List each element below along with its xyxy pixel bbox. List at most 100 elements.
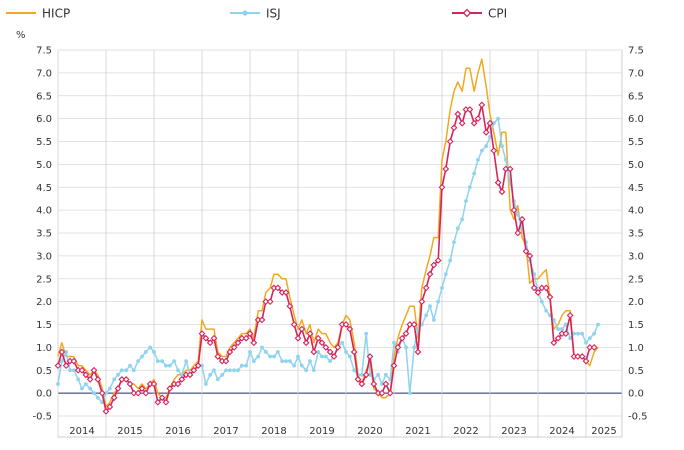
y-tick-label-left: 3.0 [36, 251, 52, 262]
data-point-isj [491, 121, 496, 126]
data-point-isj [467, 185, 472, 190]
data-point-isj [224, 368, 228, 373]
data-point-isj [568, 336, 573, 341]
data-point-isj [304, 368, 309, 373]
y-tick-label-right: 4.5 [628, 183, 644, 194]
data-point-isj [448, 258, 453, 263]
data-point-isj [104, 391, 108, 396]
y-tick-label-right: 2.5 [628, 274, 644, 285]
grid-lines [57, 49, 623, 438]
x-tick-label: 2014 [69, 426, 94, 437]
data-point-cpi [298, 325, 306, 333]
data-point-cpi [242, 334, 250, 342]
data-point-cpi [234, 339, 242, 347]
data-point-cpi [366, 353, 374, 360]
x-tick-label: 2023 [501, 426, 526, 437]
y-tick-label-right: 5.0 [628, 160, 644, 171]
data-point-isj [460, 217, 465, 222]
data-point-isj [184, 359, 189, 363]
data-point-isj [311, 368, 316, 373]
data-point-cpi [90, 366, 98, 374]
data-point-cpi [134, 389, 142, 397]
data-point-isj [143, 350, 148, 354]
data-point-isj [275, 350, 280, 354]
data-point-isj [260, 345, 264, 350]
x-tick-label: 2017 [213, 426, 238, 437]
data-point-isj [515, 212, 520, 217]
data-point-isj [412, 345, 417, 350]
data-point-cpi [114, 385, 122, 392]
data-point-cpi [442, 165, 450, 173]
data-point-cpi [490, 147, 498, 155]
data-point-cpi [150, 380, 158, 388]
data-point-isj [80, 386, 84, 391]
data-point-isj [323, 354, 328, 359]
data-point-isj [292, 363, 297, 368]
x-tick-label: 2021 [405, 426, 430, 437]
data-point-isj [440, 286, 444, 290]
data-point-isj [436, 299, 441, 304]
data-point-isj [64, 350, 69, 354]
data-point-cpi [362, 371, 370, 379]
legend: HICP ISJ CPI [6, 7, 507, 21]
x-tick-label: 2022 [453, 426, 478, 437]
data-point-isj [587, 336, 592, 341]
data-point-isj [136, 359, 141, 363]
data-point-cpi [158, 394, 166, 402]
data-point-isj [476, 157, 480, 162]
data-point-isj [352, 368, 357, 373]
data-point-isj [556, 327, 561, 331]
data-point-cpi [470, 119, 478, 127]
data-point-isj [539, 299, 544, 304]
data-point-isj [376, 372, 381, 377]
data-point-isj [428, 304, 432, 309]
data-point-cpi [586, 343, 594, 351]
data-point-isj [239, 363, 244, 368]
data-point-cpi [454, 110, 462, 118]
data-point-cpi [358, 380, 366, 388]
data-point-isj [575, 331, 580, 336]
data-point-isj [580, 331, 585, 336]
data-point-isj [92, 391, 96, 396]
legend-label: ISJ [266, 7, 281, 21]
data-point-isj [572, 331, 576, 336]
data-point-isj [359, 372, 364, 377]
data-point-cpi [334, 343, 342, 351]
data-point-cpi [350, 348, 358, 356]
x-tick-label: 2020 [357, 426, 382, 437]
data-point-isj [320, 354, 324, 359]
data-point-isj [340, 340, 345, 345]
data-point-cpi [258, 316, 266, 324]
data-point-isj [155, 359, 160, 363]
data-point-cpi [238, 334, 246, 342]
legend-label: HICP [42, 7, 70, 21]
data-point-cpi [450, 124, 458, 132]
data-point-isj [88, 386, 93, 391]
data-point-cpi [294, 334, 302, 342]
data-point-isj [380, 382, 384, 386]
data-point-cpi [58, 348, 66, 356]
data-point-cpi [346, 325, 354, 333]
y-tick-label-right: 0.5 [628, 366, 644, 377]
data-point-cpi [466, 106, 474, 113]
data-point-cpi [422, 284, 430, 292]
data-point-cpi [382, 380, 390, 388]
data-point-cpi [94, 376, 102, 383]
data-point-cpi [330, 353, 338, 360]
data-point-cpi [302, 339, 310, 347]
data-point-isj [344, 350, 348, 354]
data-point-cpi [370, 380, 378, 388]
y-tick-label-left: -0.5 [32, 412, 52, 423]
series-cpi [54, 101, 598, 415]
data-point-cpi [438, 183, 446, 191]
y-tick-label-left: 4.5 [36, 183, 52, 194]
x-tick-label: 2016 [165, 426, 190, 437]
data-point-cpi [410, 321, 418, 328]
data-point-isj [212, 368, 216, 373]
y-tick-label-right: 6.5 [628, 91, 644, 102]
y-tick-label-left: 6.0 [36, 114, 52, 125]
data-point-isj [503, 157, 508, 162]
y-axis-right: 7.5 7.0 6.5 6.0 5.5 5.0 4.5 4.0 3.5 3.0 2.5 2.0 1.5 1… [628, 46, 648, 423]
y-tick-label-right: 7.0 [628, 68, 644, 79]
data-point-cpi [402, 330, 410, 338]
